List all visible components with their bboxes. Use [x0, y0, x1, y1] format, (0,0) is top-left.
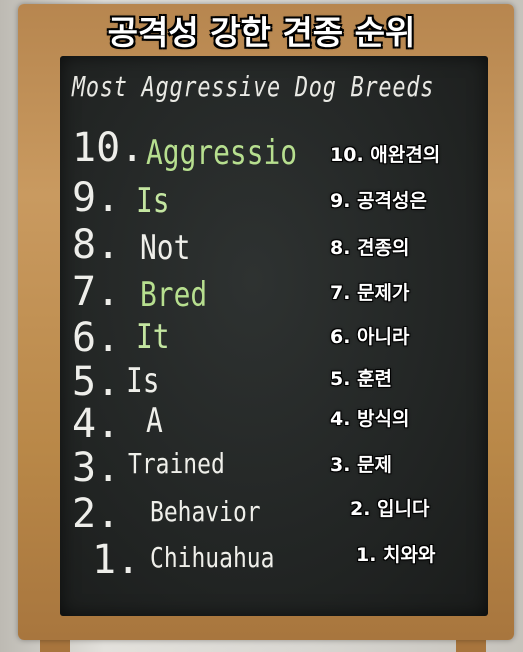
- list-item: 8. Not 8. 견종의: [0, 225, 523, 277]
- korean-caption: 10. 애완견의: [330, 144, 441, 166]
- rank-number: 2.: [72, 491, 121, 537]
- list-item: 2. Behavior 2. 입니다: [0, 494, 523, 546]
- list-item: 6. It 6. 아니라: [0, 318, 523, 370]
- korean-caption: 9. 공격성은: [330, 190, 427, 212]
- chalk-word: Is: [126, 361, 160, 401]
- overlay-title: 공격성 강한 견종 순위: [107, 12, 417, 53]
- rank-number: 8.: [72, 222, 121, 268]
- korean-caption: 7. 문제가: [330, 282, 410, 304]
- rank-number: 3.: [72, 445, 121, 491]
- rank-number: 7.: [72, 269, 121, 315]
- korean-caption: 3. 문제: [330, 454, 393, 476]
- korean-caption: 5. 훈련: [330, 368, 393, 390]
- list-item: 1. Chihuahua 1. 치와와: [0, 540, 523, 592]
- rank-number: 5.: [72, 359, 121, 405]
- korean-caption: 6. 아니라: [330, 326, 410, 348]
- chalk-word: A: [146, 401, 163, 441]
- chalk-word: Trained: [128, 447, 225, 480]
- chalk-word: It: [136, 317, 170, 357]
- rank-number: 1.: [92, 537, 141, 583]
- list-item: 7. Bred 7. 문제가: [0, 272, 523, 324]
- chalk-word: Chihuahua: [150, 541, 275, 574]
- korean-caption: 4. 방식의: [330, 408, 410, 430]
- chalk-word: Not: [140, 228, 191, 268]
- list-item: 5. Is 5. 훈련: [0, 362, 523, 414]
- list-item: 9. Is 9. 공격성은: [0, 178, 523, 230]
- rank-number: 10.: [72, 125, 145, 171]
- korean-caption: 2. 입니다: [350, 498, 430, 520]
- list-item: 3. Trained 3. 문제: [0, 448, 523, 500]
- chalk-word: Is: [136, 181, 170, 221]
- list-item: 4. A 4. 방식의: [0, 404, 523, 456]
- chalk-word: Aggressio: [146, 133, 298, 173]
- chalkboard-title: Most Aggressive Dog Breeds: [72, 70, 435, 103]
- chalk-word: Bred: [140, 275, 208, 315]
- chalkboard-surface: [60, 56, 488, 616]
- list-item: 10. Aggressio 10. 애완견의: [0, 128, 523, 180]
- korean-caption: 8. 견종의: [330, 237, 410, 259]
- rank-number: 6.: [72, 315, 121, 361]
- chalk-word: Behavior: [150, 495, 261, 528]
- korean-caption: 1. 치와와: [356, 544, 436, 566]
- rank-number: 4.: [72, 401, 121, 447]
- rank-number: 9.: [72, 175, 121, 221]
